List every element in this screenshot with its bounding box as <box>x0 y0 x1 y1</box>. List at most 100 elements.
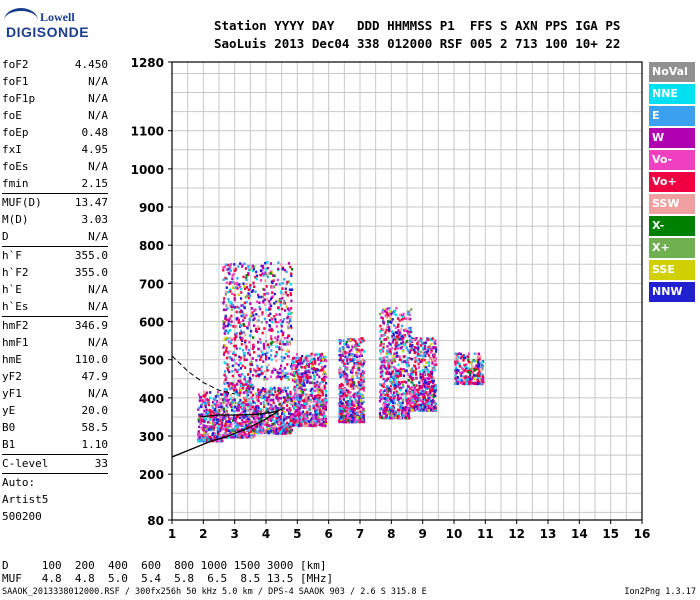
echo-point <box>343 370 346 373</box>
echo-point <box>405 392 408 395</box>
echo-point <box>293 388 296 392</box>
echo-point <box>233 268 236 271</box>
echo-point <box>309 412 312 416</box>
echo-point <box>236 370 239 374</box>
echo-point <box>345 396 349 399</box>
echo-point <box>286 375 289 379</box>
echo-point <box>402 360 405 363</box>
echo-point <box>362 389 365 392</box>
echo-point <box>229 269 232 272</box>
echo-point <box>259 274 263 277</box>
echo-point <box>224 293 227 296</box>
echo-point <box>314 407 317 411</box>
echo-point <box>342 394 345 398</box>
echo-point <box>236 422 239 425</box>
echo-point <box>413 408 416 412</box>
echo-point <box>358 420 361 424</box>
echo-point <box>345 351 348 355</box>
echo-point <box>299 376 302 379</box>
echo-point <box>432 358 435 362</box>
echo-point <box>299 422 302 426</box>
echo-point <box>319 413 322 416</box>
echo-point <box>383 389 386 392</box>
echo-point <box>234 282 237 285</box>
x-tick-label: 9 <box>418 527 426 541</box>
echo-point <box>478 379 482 383</box>
echo-point <box>309 360 312 363</box>
echo-point <box>390 321 393 324</box>
header-line-2: SaoLuis 2013 Dec04 338 012000 RSF 005 2 … <box>214 36 621 51</box>
echo-point <box>473 369 476 372</box>
echo-point <box>293 395 296 398</box>
echo-point <box>406 310 410 313</box>
echo-point <box>287 280 290 283</box>
echo-point <box>431 367 434 370</box>
echo-point <box>380 373 384 376</box>
echo-point <box>429 351 432 354</box>
echo-point <box>225 420 228 424</box>
echo-point <box>323 379 326 382</box>
echo-point <box>302 414 305 418</box>
echo-point <box>361 395 364 398</box>
echo-point <box>346 338 350 341</box>
echo-point <box>256 300 259 304</box>
echo-point <box>319 394 322 398</box>
echo-point <box>396 376 399 380</box>
echo-point <box>289 423 292 426</box>
echo-point <box>432 379 435 383</box>
echo-point <box>240 411 243 415</box>
echo-point <box>397 399 400 403</box>
echo-point <box>295 379 298 382</box>
echo-point <box>398 343 401 347</box>
echo-point <box>355 371 358 375</box>
echo-point <box>471 364 474 368</box>
echo-point <box>275 350 278 354</box>
echo-point <box>204 398 207 401</box>
echo-point <box>425 401 428 405</box>
echo-point <box>398 313 402 316</box>
echo-point <box>275 417 278 420</box>
echo-point <box>455 366 458 369</box>
echo-point <box>411 378 414 382</box>
echo-point <box>284 343 287 346</box>
echo-point <box>379 352 383 355</box>
echo-point <box>235 310 238 314</box>
echo-point <box>396 372 399 375</box>
echo-point <box>253 415 256 418</box>
echo-point <box>270 358 273 361</box>
echo-point <box>267 395 270 399</box>
echo-point <box>394 369 398 372</box>
echo-point <box>407 312 410 316</box>
x-tick-label: 8 <box>387 527 395 541</box>
echo-point <box>262 405 266 408</box>
echo-point <box>434 368 437 372</box>
echo-point <box>253 317 256 320</box>
echo-point <box>379 330 382 333</box>
echo-point <box>386 396 390 400</box>
echo-point <box>414 369 417 373</box>
echo-point <box>422 403 425 407</box>
echo-point <box>298 413 301 416</box>
echo-point <box>324 356 327 359</box>
param-value: N/A <box>88 300 108 313</box>
plot-frame <box>171 61 643 521</box>
echo-point <box>386 369 389 373</box>
echo-point <box>362 396 365 400</box>
echo-point <box>476 382 479 386</box>
echo-point <box>307 397 310 400</box>
echo-point <box>209 425 212 428</box>
echo-point <box>240 331 243 335</box>
echo-point <box>305 364 308 368</box>
echo-point <box>338 371 341 375</box>
echo-point <box>392 405 395 408</box>
echo-point <box>460 379 463 382</box>
legend-item-vo-: Vo+ <box>649 172 695 192</box>
echo-point <box>270 304 273 308</box>
echo-point <box>281 282 284 285</box>
echo-point <box>350 419 354 423</box>
echo-point <box>284 424 287 427</box>
echo-point <box>394 383 397 387</box>
echo-point <box>278 313 281 316</box>
echo-point <box>398 355 401 358</box>
echo-point <box>238 393 241 397</box>
